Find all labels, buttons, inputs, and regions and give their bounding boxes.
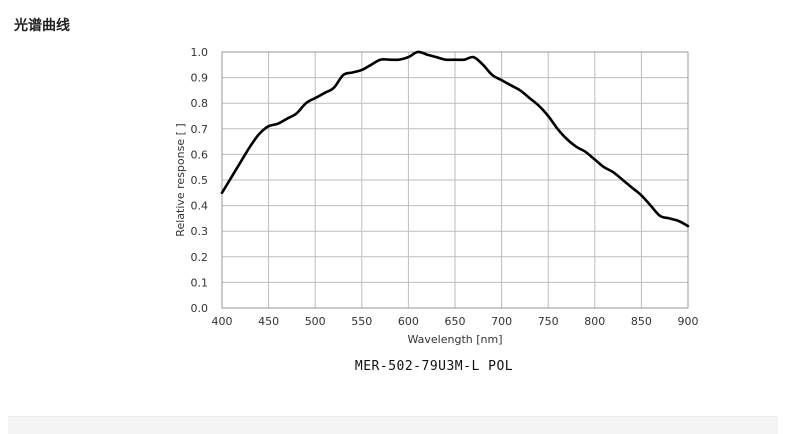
y-tick-label: 0.9 — [191, 72, 209, 85]
y-tick-label: 0.4 — [191, 200, 209, 213]
x-tick-label: 900 — [678, 315, 699, 328]
plot-frame — [221, 51, 689, 309]
x-tick-label: 650 — [445, 315, 466, 328]
x-tick-label: 550 — [351, 315, 372, 328]
y-tick-label: 0.2 — [191, 251, 209, 264]
footer-divider — [8, 416, 778, 434]
x-tick-labels: 400 450 500 550 600 650 700 750 800 850 900 — [212, 315, 699, 328]
y-tick-label: 0.7 — [191, 123, 209, 136]
y-tick-label: 0.5 — [191, 174, 209, 187]
y-tick-labels: 0.0 0.1 0.2 0.3 0.4 0.5 0.6 0.7 0.8 0.9 1.0 — [191, 46, 209, 315]
x-tick-label: 850 — [631, 315, 652, 328]
x-tick-label: 600 — [398, 315, 419, 328]
series-layer — [220, 50, 690, 228]
y-axis-label: Relative response [ ] — [174, 123, 187, 236]
x-tick-label: 800 — [584, 315, 605, 328]
response-curve — [220, 50, 690, 228]
chart-caption: MER-502-79U3M-L POL — [354, 359, 514, 374]
y-tick-label: 1.0 — [191, 46, 209, 59]
y-tick-label: 0.6 — [191, 148, 209, 161]
x-tick-label: 400 — [212, 315, 233, 328]
x-tick-label: 700 — [491, 315, 512, 328]
y-tick-label: 0.8 — [191, 97, 209, 110]
x-axis-label: Wavelength [nm] — [407, 333, 502, 346]
y-tick-label: 0.0 — [191, 302, 209, 315]
x-tick-label: 450 — [258, 315, 279, 328]
x-tick-label: 750 — [538, 315, 559, 328]
grid-lines — [221, 51, 689, 309]
y-tick-label: 0.3 — [191, 225, 209, 238]
section-heading: 光谱曲线 — [14, 18, 70, 34]
x-tick-label: 500 — [305, 315, 326, 328]
y-tick-label: 0.1 — [191, 276, 209, 289]
